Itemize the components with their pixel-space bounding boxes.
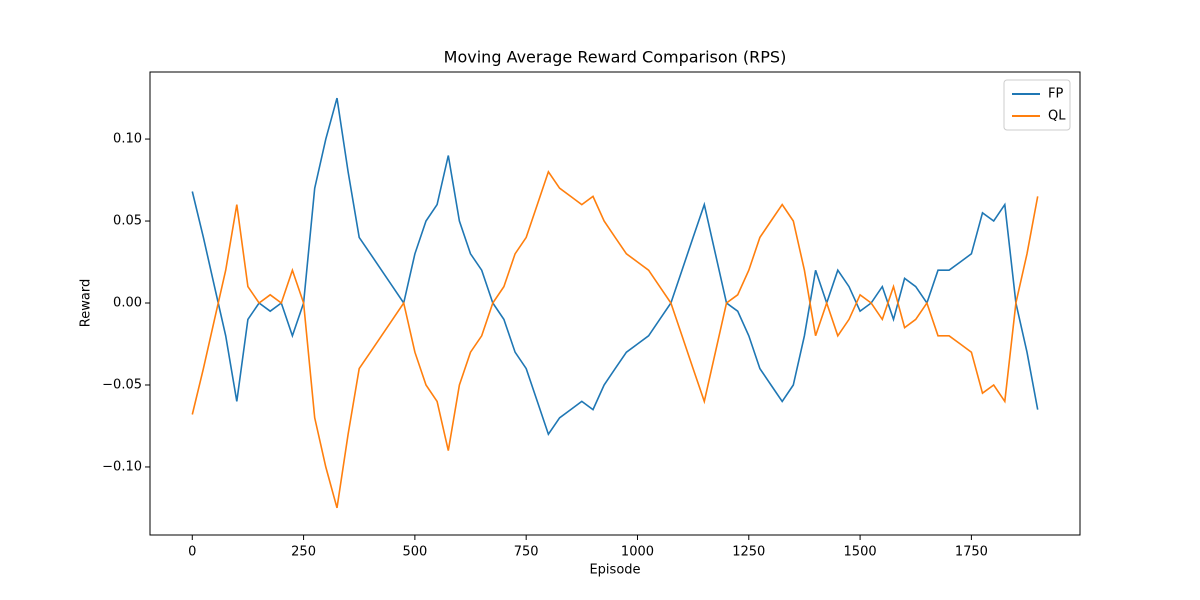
y-tick-label: 0.05 xyxy=(113,214,142,229)
legend-label: FP xyxy=(1048,87,1063,102)
legend-box xyxy=(1003,79,1071,131)
series-line xyxy=(191,170,1039,509)
x-tick-label: 750 xyxy=(514,545,539,560)
y-tick-label: −0.10 xyxy=(102,459,142,474)
chart-title: Moving Average Reward Comparison (RPS) xyxy=(444,48,787,67)
plot-frame xyxy=(149,71,1081,536)
y-tick-label: 0.00 xyxy=(113,296,142,311)
x-tick-label: 1000 xyxy=(621,545,654,560)
legend-label: QL xyxy=(1048,109,1066,124)
y-tick-label: −0.05 xyxy=(102,377,142,392)
x-tick-label: 1500 xyxy=(844,545,877,560)
x-tick-label: 1250 xyxy=(732,545,765,560)
y-axis-label: Reward xyxy=(79,279,94,327)
series-line xyxy=(191,97,1039,436)
x-tick-label: 500 xyxy=(402,545,427,560)
x-tick-label: 0 xyxy=(188,545,196,560)
x-tick-label: 1750 xyxy=(955,545,988,560)
x-tick-label: 250 xyxy=(291,545,316,560)
x-axis-label: Episode xyxy=(589,563,640,578)
y-tick-label: 0.10 xyxy=(113,132,142,147)
